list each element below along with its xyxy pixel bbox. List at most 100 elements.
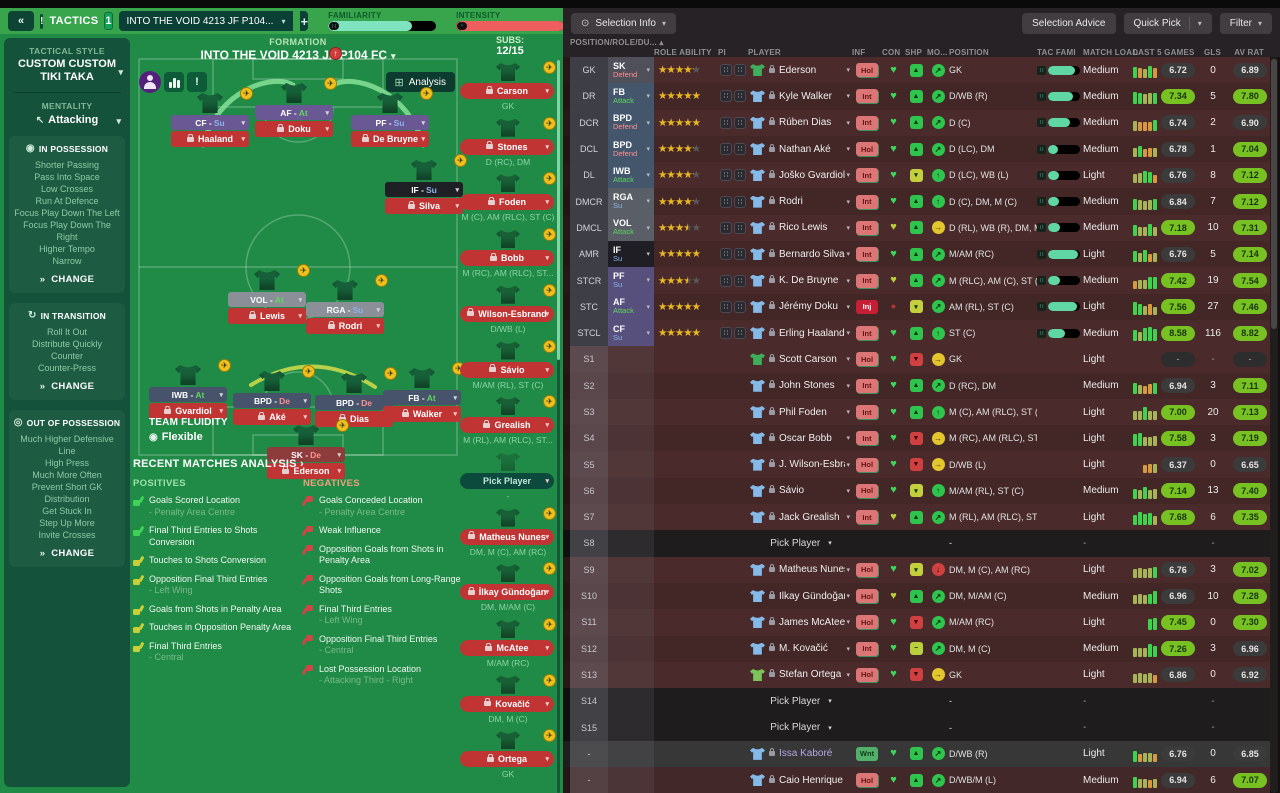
column-header-av-rat[interactable]: AV RAT [1234,47,1264,57]
role-cell[interactable]: AF Attack ▾ [608,293,654,320]
subs-scrollbar[interactable] [557,60,560,793]
player-cell[interactable]: Jérémy Doku ▾ [748,294,852,320]
role-pill[interactable]: VOL - At ▾ [228,292,306,307]
swap-player-icon[interactable]: ✈ [384,367,397,380]
swap-player-icon[interactable]: ✈ [543,395,556,409]
pi-icon[interactable]: ∷ [734,169,746,182]
role-pill[interactable]: IWB - At ▾ [149,387,227,402]
table-row[interactable]: S13 Stefan Ortega ▾ Hol ♥ ▼ → GK Light 6.86 0 6.92 [563,661,1270,689]
pi-icon[interactable]: ∷ [734,221,746,234]
sub-name-pill[interactable]: Matheus Nunes ▾ [460,528,554,545]
pi-icon[interactable]: ∷ [720,274,732,287]
column-header-inf[interactable]: INF [852,47,866,57]
swap-player-icon[interactable]: ✈ [543,506,556,520]
table-row[interactable]: S5 J. Wilson-Esbrand▾ Hol ♥ ▼ → D/WB (L) Light 6… [563,451,1270,478]
table-row[interactable]: S1 Scott Carson ▾ Hol ♥ ▼ → GK Light - - - [563,346,1270,373]
player-cell[interactable]: Rico Lewis ▾ [748,215,852,241]
stats-view-button[interactable] [164,72,184,92]
swap-player-icon[interactable]: ✈ [543,729,556,743]
pi-cell[interactable]: ∷ ∷ [718,64,748,77]
player-name-pill[interactable]: Haaland ▾ [171,131,249,147]
player-cell[interactable]: K. De Bruyne ▾ [748,267,852,293]
swap-player-icon[interactable]: ✈ [324,77,337,90]
pi-cell[interactable]: ∷ ∷ [718,90,748,103]
pi-cell[interactable]: ∷ ∷ [718,169,748,182]
add-tactic-button[interactable]: + [300,11,309,31]
pi-cell[interactable]: ∷ ∷ [718,221,748,234]
player-name-pill[interactable]: De Bruyne ▾ [351,131,429,147]
role-pill[interactable]: AF - At ▾ [255,105,333,120]
player-cell[interactable]: Bernardo Silva ▾ [748,241,852,267]
role-pill[interactable]: IF - Su ▾ [385,182,463,197]
player-name-pill[interactable]: Doku ▾ [255,121,333,137]
column-header-position-role-du-[interactable]: POSITION/ROLE/DU... ▴ [570,38,664,48]
table-row[interactable]: S2 John Stones ▾ Int ♥ ▲ ↗ D (RC), DM Medium 6.94… [563,372,1270,399]
swap-player-icon[interactable]: ✈ [543,673,556,687]
swap-player-icon[interactable]: ✈ [218,359,231,372]
column-header-role-ability[interactable]: ROLE ABILITY [654,47,712,57]
player-name-pill[interactable]: Aké ▾ [233,409,311,425]
table-row[interactable]: DCR BPD Defend ▾ ★★★★★ ★★★★★ ∷ ∷ Rúben Dias ▾ Int ♥… [563,109,1270,136]
player-cell[interactable]: M. Kovačić ▾ [748,636,852,662]
player-cell[interactable]: Pick Player ▾ [770,537,832,549]
pi-cell[interactable]: ∷ ∷ [718,116,748,129]
role-cell[interactable]: FB Attack ▾ [608,83,654,110]
sub-name-pill[interactable]: Sávio ▾ [460,361,554,378]
selection-info-button[interactable]: ⊙ Selection Info ▾ [571,12,677,34]
swap-player-icon[interactable]: ✈ [420,87,433,100]
player-name-pill[interactable]: Rodri ▾ [306,318,384,334]
table-row[interactable]: AMR IF Su ▾ ★★★★★ ★★★★★ ∷ ∷ Bernardo Silva ▾ Int ♥ ▲… [563,241,1270,268]
player-cell[interactable]: Phil Foden ▾ [748,399,852,425]
pi-cell[interactable]: ∷ ∷ [718,327,748,340]
sub-name-pill[interactable]: Carson ▾ [460,83,554,99]
swap-player-icon[interactable]: ✈ [543,339,556,353]
sub-name-pill[interactable]: Grealish ▾ [460,417,554,434]
swap-player-icon[interactable]: ✈ [543,562,556,576]
player-cell[interactable]: Pick Player ▾ [770,722,832,734]
sub-name-pill[interactable]: Kovačić ▾ [460,695,554,712]
player-name-pill[interactable]: Gvardiol ▾ [149,403,227,419]
role-cell[interactable]: IF Su ▾ [608,241,654,268]
column-header-pi[interactable]: PI [718,47,726,57]
role-pill[interactable]: BPD - De▾ [315,395,393,410]
role-cell[interactable]: BPD Defend ▾ [608,109,654,136]
swap-player-icon[interactable]: ✈ [454,154,467,167]
instructions-view-button[interactable]: ! [187,72,207,92]
sub-name-pill[interactable]: Ortega ▾ [460,751,554,768]
swap-player-icon[interactable]: ✈ [543,228,556,242]
sub-name-pill[interactable]: Bobb ▾ [460,250,554,267]
table-row[interactable]: S14 Pick Player ▾ - - - [563,688,1270,715]
column-header-match-load[interactable]: MATCH LOAD [1083,47,1139,57]
role-cell[interactable]: IWB Attack ▾ [608,162,654,189]
player-cell[interactable]: J. Wilson-Esbrand▾ [748,451,852,477]
swap-player-icon[interactable]: ✈ [375,274,388,287]
player-cell[interactable]: Pick Player ▾ [770,695,832,707]
table-row[interactable]: - Caio Henrique Hol ♥ ▲ ↗ D/WB/M (L) Medium 6.94… [563,767,1270,793]
table-row[interactable]: S6 Sávio ▾ Hol ♥ ▾ ↑ M/AM (RL), ST (C) Medium 7.1… [563,477,1270,505]
tactic-number-badge[interactable]: 1 [104,12,113,30]
sub-name-pill[interactable]: Wilson-Esbrand ▾ [460,305,554,322]
pi-icon[interactable]: ∷ [734,195,746,208]
role-cell[interactable]: VOL Attack ▾ [608,214,654,242]
role-cell[interactable]: SK Defend ▾ [608,57,654,84]
role-pill[interactable]: CF - Su ▾ [171,115,249,130]
column-header-tac-fami[interactable]: TAC FAMI [1037,47,1076,57]
table-row[interactable]: S8 Pick Player ▾ - - - [563,530,1270,557]
pi-cell[interactable]: ∷ ∷ [718,300,748,313]
player-cell[interactable]: Joško Gvardiol ▾ [748,162,852,188]
player-cell[interactable]: Issa Kaboré [748,741,852,767]
pi-icon[interactable]: ∷ [734,300,746,313]
table-row[interactable]: S4 Oscar Bobb ▾ Int ♥ ▼ → M (RC), AM (RLC), ST.… [563,425,1270,452]
table-row[interactable]: S7 Jack Grealish ▾ Int ♥ ▲ ↗ M (RL), AM (RLC), … [563,504,1270,531]
column-header-shp[interactable]: SHP [905,47,923,57]
pick-player-pill[interactable]: Pick Player ▾ [460,472,554,489]
player-cell[interactable]: Ederson ▾ [748,57,852,83]
table-row[interactable]: S12 M. Kovačić ▾ Int ♥ − ↗ DM, M (C) Medium 7.26 3… [563,635,1270,662]
player-name-pill[interactable]: Ederson ▾ [267,463,345,479]
swap-player-icon[interactable]: ✈ [543,61,556,74]
pi-cell[interactable]: ∷ ∷ [718,143,748,156]
table-row[interactable]: STC AF Attack ▾ ★★★★★ ★★★★★ ∷ ∷ Jérémy Doku ▾ Inj ●… [563,293,1270,320]
player-cell[interactable]: Nathan Aké ▾ [748,136,852,162]
table-row[interactable]: S9 Matheus Nunes ▾ Hol ♥ ▾ ↓ DM, M (C), AM (RC)… [563,556,1270,583]
